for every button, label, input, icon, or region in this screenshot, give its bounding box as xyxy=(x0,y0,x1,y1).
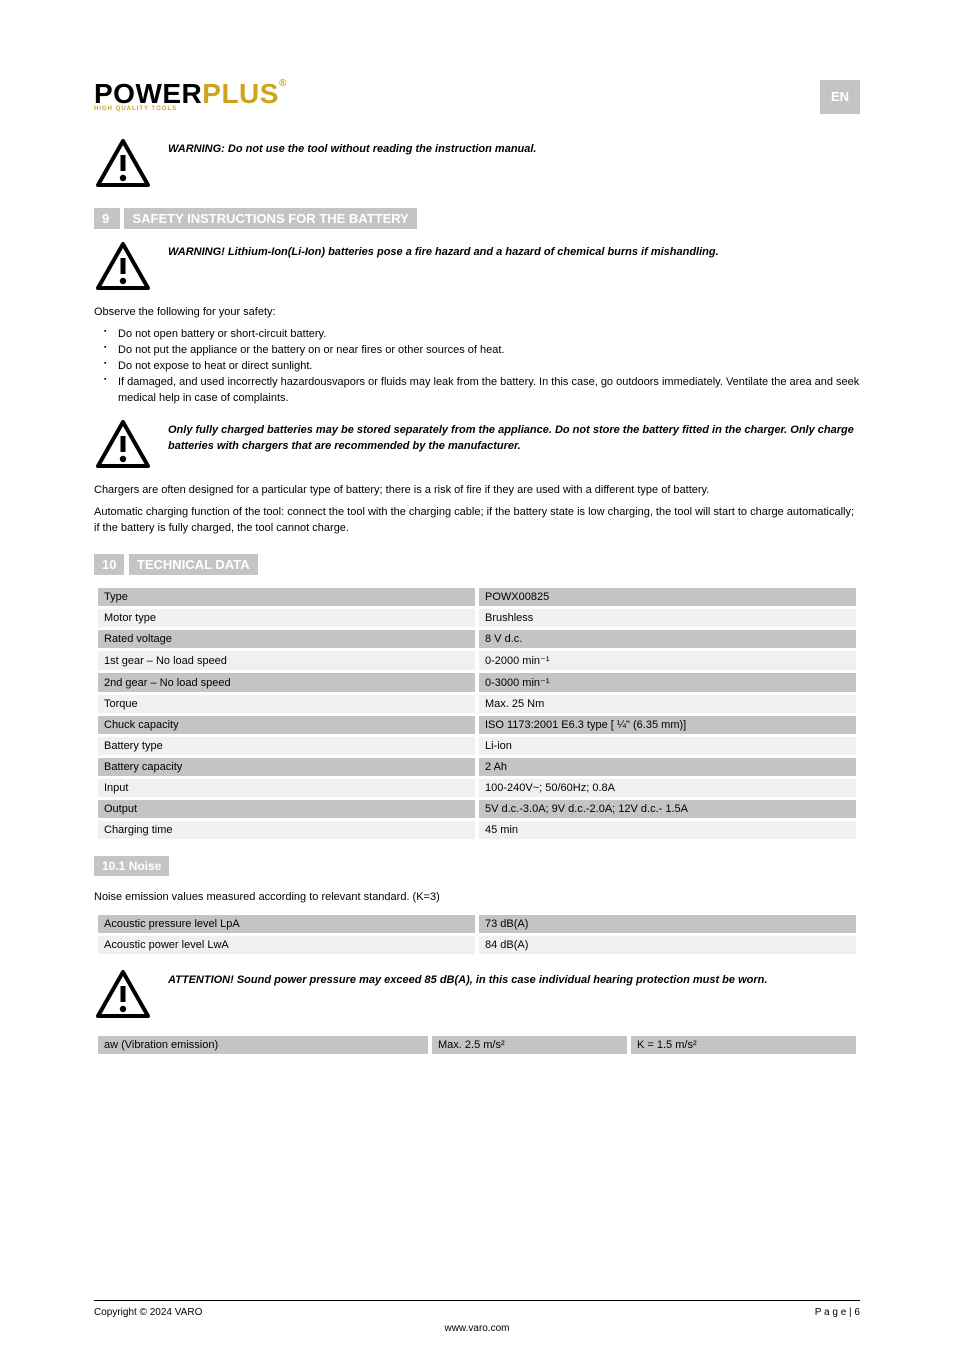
warning-text: ATTENTION! Sound power pressure may exce… xyxy=(168,969,767,989)
vib-label: aw (Vibration emission) xyxy=(98,1036,428,1054)
spec-label: Chuck capacity xyxy=(98,716,475,734)
footer-right: P a g e | 6 xyxy=(815,1307,860,1318)
warning-4: ATTENTION! Sound power pressure may exce… xyxy=(94,969,860,1021)
section-title: SAFETY INSTRUCTIONS FOR THE BATTERY xyxy=(124,208,416,229)
footer: Copyright © 2024 VARO P a g e | 6 xyxy=(94,1300,860,1318)
warning-1: WARNING: Do not use the tool without rea… xyxy=(94,138,860,190)
warning-icon xyxy=(94,138,156,190)
spec-value: 0-2000 min⁻¹ xyxy=(479,651,856,670)
spec-value: 5V d.c.-3.0A; 9V d.c.-2.0A; 12V d.c.- 1.… xyxy=(479,800,856,818)
spec-label: Battery capacity xyxy=(98,758,475,776)
section-9-header: 9 SAFETY INSTRUCTIONS FOR THE BATTERY xyxy=(94,208,860,229)
spec-table: TypePOWX00825 Motor typeBrushless Rated … xyxy=(94,585,860,842)
vib-k: K = 1.5 m/s² xyxy=(631,1036,856,1054)
noise-label: Acoustic pressure level LpA xyxy=(98,915,475,933)
noise-value: 84 dB(A) xyxy=(479,936,856,954)
spec-value: POWX00825 xyxy=(479,588,856,606)
body-text: Chargers are often designed for a partic… xyxy=(94,483,860,499)
lang-box: EN xyxy=(820,80,860,114)
vibration-table: aw (Vibration emission) Max. 2.5 m/s² K … xyxy=(94,1033,860,1057)
spec-label: Charging time xyxy=(98,821,475,839)
bullet-item: Do not put the appliance or the battery … xyxy=(104,343,860,359)
footer-url: www.varo.com xyxy=(0,1323,954,1334)
logo-reg: ® xyxy=(279,78,287,89)
spec-value: Max. 25 Nm xyxy=(479,695,856,713)
warning-text: WARNING: Do not use the tool without rea… xyxy=(168,138,537,158)
spec-label: Torque xyxy=(98,695,475,713)
logo: POWERPLUS® HIGH QUALITY TOOLS xyxy=(94,78,287,112)
spec-label: Type xyxy=(98,588,475,606)
body-text: Automatic charging function of the tool:… xyxy=(94,505,860,537)
noise-value: 73 dB(A) xyxy=(479,915,856,933)
footer-left: Copyright © 2024 VARO xyxy=(94,1307,202,1318)
logo-power: POWER xyxy=(94,78,202,109)
bullet-item: Do not expose to heat or direct sunlight… xyxy=(104,359,860,375)
spec-label: Output xyxy=(98,800,475,818)
spec-label: Motor type xyxy=(98,609,475,627)
spec-value: Brushless xyxy=(479,609,856,627)
logo-plus: PLUS xyxy=(202,78,279,109)
noise-label: Acoustic power level LwA xyxy=(98,936,475,954)
spec-value: 100-240V~; 50/60Hz; 0.8A xyxy=(479,779,856,797)
noise-body: Noise emission values measured according… xyxy=(94,890,860,906)
warning-2: WARNING! Lithium-Ion(Li-Ion) batteries p… xyxy=(94,241,860,293)
spec-label: Battery type xyxy=(98,737,475,755)
spec-value: ISO 1173:2001 E6.3 type [ ¼" (6.35 mm)] xyxy=(479,716,856,734)
section-title: TECHNICAL DATA xyxy=(129,554,258,575)
spec-value: Li-ion xyxy=(479,737,856,755)
vib-value: Max. 2.5 m/s² xyxy=(432,1036,627,1054)
bullet-item: If damaged, and used incorrectly hazardo… xyxy=(104,375,860,407)
warning-text: Only fully charged batteries may be stor… xyxy=(168,419,860,455)
spec-value: 45 min xyxy=(479,821,856,839)
body-text: Observe the following for your safety: xyxy=(94,305,860,321)
spec-label: Input xyxy=(98,779,475,797)
noise-table: Acoustic pressure level LpA73 dB(A) Acou… xyxy=(94,912,860,957)
section-num: 9 xyxy=(94,208,120,229)
warning-icon xyxy=(94,241,156,293)
warning-3: Only fully charged batteries may be stor… xyxy=(94,419,860,471)
section-num: 10 xyxy=(94,554,124,575)
section-10-header: 10 TECHNICAL DATA xyxy=(94,554,860,575)
spec-label: Rated voltage xyxy=(98,630,475,648)
spec-label: 2nd gear – No load speed xyxy=(98,673,475,692)
spec-value: 2 Ah xyxy=(479,758,856,776)
spec-label: 1st gear – No load speed xyxy=(98,651,475,670)
bullet-list: Do not open battery or short-circuit bat… xyxy=(104,327,860,407)
warning-icon xyxy=(94,969,156,1021)
noise-header: 10.1 Noise xyxy=(94,856,169,876)
bullet-item: Do not open battery or short-circuit bat… xyxy=(104,327,860,343)
warning-icon xyxy=(94,419,156,471)
spec-value: 8 V d.c. xyxy=(479,630,856,648)
warning-text: WARNING! Lithium-Ion(Li-Ion) batteries p… xyxy=(168,241,719,261)
spec-value: 0-3000 min⁻¹ xyxy=(479,673,856,692)
